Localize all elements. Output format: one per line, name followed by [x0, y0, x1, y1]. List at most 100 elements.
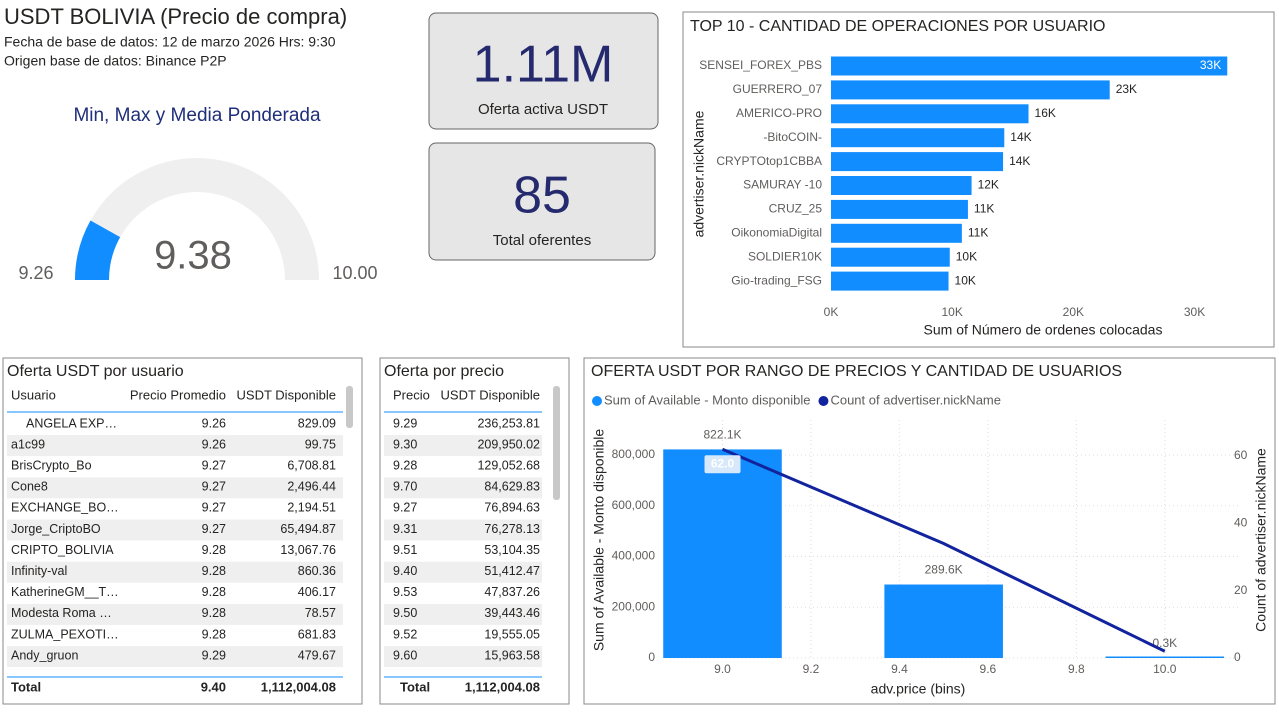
- value-label: 14K: [1009, 154, 1030, 168]
- cell: 479.67: [298, 648, 336, 662]
- category-label: AMERICO-PRO: [736, 106, 822, 120]
- row-band: [7, 646, 343, 668]
- cell: 9.26: [202, 437, 226, 451]
- chart-title: Min, Max y Media Ponderada: [73, 105, 321, 126]
- scrollbar[interactable]: [346, 386, 353, 428]
- cell: 51,412.47: [484, 564, 540, 578]
- cell: 9.28: [393, 458, 417, 472]
- row-band: [7, 519, 343, 541]
- y-tick-label: 800,000: [612, 447, 656, 461]
- cell: 9.52: [393, 627, 417, 641]
- total-cell: Total: [11, 679, 41, 694]
- bar: [831, 247, 950, 267]
- row-band: [7, 603, 343, 625]
- cell: 209,950.02: [477, 437, 540, 451]
- x-axis-title: adv.price (bins): [871, 681, 966, 697]
- panel: [583, 357, 1276, 705]
- value-label: 16K: [1035, 106, 1056, 120]
- page-title: USDT BOLIVIA (Precio de compra): [4, 4, 347, 29]
- value-label: 822.1K: [703, 428, 741, 442]
- scrollbar[interactable]: [553, 386, 560, 500]
- category-label: GUERRERO_07: [733, 82, 823, 96]
- cell: 78.57: [305, 606, 336, 620]
- row-band: [384, 603, 542, 625]
- x-tick-label: 9.6: [980, 662, 997, 676]
- row-band: [384, 519, 542, 541]
- cell: KatherineGM__T…: [11, 585, 119, 599]
- gauge-track: [75, 158, 319, 280]
- subtitle: Origen base de datos: Binance P2P: [4, 53, 227, 69]
- cell: 6,708.81: [287, 458, 336, 472]
- cell: EXCHANGE_BO…: [11, 501, 119, 515]
- cell: 19,555.05: [484, 627, 540, 641]
- cell: 681.83: [298, 627, 336, 641]
- cell: 9.30: [393, 437, 417, 451]
- gauge-value: 9.38: [154, 234, 232, 278]
- bar: [831, 199, 968, 219]
- cell: 829.09: [298, 416, 336, 430]
- cell: 9.27: [393, 501, 417, 515]
- value-label: 23K: [1116, 82, 1137, 96]
- cell: 9.29: [393, 416, 417, 430]
- gauge-min: 9.26: [18, 263, 53, 283]
- row-band: [384, 646, 542, 668]
- gauge-fill: [75, 220, 121, 280]
- gauge-max: 10.00: [332, 263, 377, 283]
- category-label: -BitoCOIN-: [763, 130, 822, 144]
- x-tick-label: 20K: [1063, 305, 1084, 319]
- x-tick-label: 10.0: [1153, 662, 1177, 676]
- total-cell: Total: [400, 679, 430, 694]
- legend-marker: [818, 396, 829, 406]
- cell: 15,963.58: [484, 648, 540, 662]
- bar: [663, 449, 782, 658]
- value-label: 14K: [1010, 130, 1031, 144]
- value-label: 10K: [955, 273, 976, 287]
- y2-tick-label: 20: [1234, 583, 1248, 597]
- bar: [831, 176, 972, 195]
- table-title: Oferta por precio: [384, 363, 504, 380]
- panel: [2, 357, 363, 705]
- cell: 2,194.51: [287, 501, 336, 515]
- panel: [682, 11, 1275, 348]
- cell: 9.60: [393, 648, 417, 662]
- category-label: SOLDIER10K: [748, 249, 822, 263]
- legend-label: Sum of Available - Monto disponible: [604, 392, 810, 407]
- cell: 84,629.83: [484, 480, 540, 494]
- table-title: Oferta USDT por usuario: [7, 363, 184, 380]
- legend-marker: [592, 396, 602, 406]
- cell: 13,067.76: [280, 543, 336, 557]
- bar: [884, 584, 1003, 658]
- x-tick-label: 9.2: [803, 662, 820, 676]
- value-label: 11K: [974, 202, 994, 216]
- column-header: USDT Disponible: [237, 387, 336, 402]
- cell: CRIPTO_BOLIVIA: [11, 543, 114, 557]
- column-header: Usuario: [11, 387, 56, 402]
- y-tick-label: 400,000: [612, 549, 656, 563]
- legend-label: Count of advertiser.nickName: [830, 392, 1001, 407]
- bar: [831, 128, 1005, 148]
- x-tick-label: 9.0: [714, 662, 731, 676]
- x-tick-label: 0K: [824, 305, 839, 319]
- cell: 9.27: [202, 522, 226, 536]
- column-header: USDT Disponible: [441, 387, 540, 402]
- row-band: [7, 561, 343, 583]
- x-axis-title: Sum of Número de ordenes colocadas: [924, 322, 1163, 338]
- value-label: 289.6K: [925, 563, 963, 577]
- y2-axis-title: Count of advertiser.nickName: [1253, 448, 1269, 632]
- row-band: [384, 561, 542, 583]
- column-header: Precio: [393, 387, 430, 402]
- category-label: OikonomiaDigital: [731, 225, 822, 239]
- y-axis-title: Sum of Available - Monto disponible: [591, 429, 607, 652]
- cell: Andy_gruon: [11, 648, 78, 662]
- kpi-card: [428, 12, 659, 130]
- bar: [831, 104, 1029, 124]
- total-cell: 9.40: [201, 679, 226, 694]
- x-tick-label: 30K: [1184, 305, 1205, 319]
- row-band: [7, 435, 343, 457]
- cell: 9.70: [393, 480, 417, 494]
- y-tick-label: 200,000: [612, 599, 656, 613]
- label-box: [704, 455, 741, 474]
- bar: [1105, 656, 1225, 658]
- y2-tick-label: 40: [1234, 516, 1248, 530]
